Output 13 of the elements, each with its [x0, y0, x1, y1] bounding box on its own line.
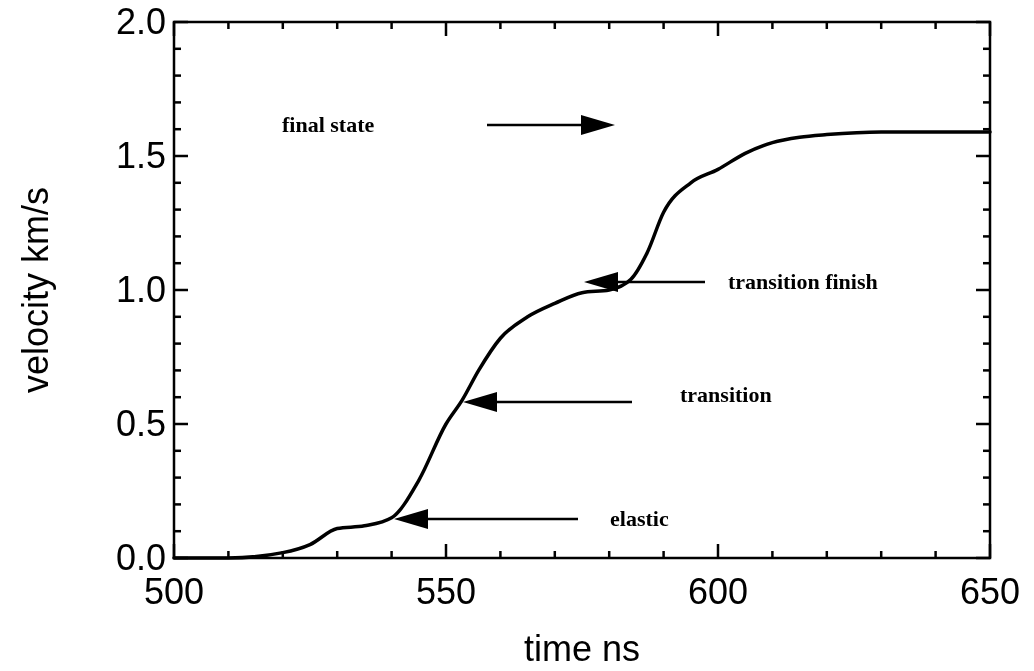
y-tick-label: 2.0 [115, 1, 166, 42]
annotation: final state [282, 112, 375, 137]
y-tick-label: 0.5 [115, 403, 166, 444]
x-tick-label: 600 [687, 571, 749, 612]
x-tick-label: 650 [959, 571, 1021, 612]
y-axis-title: velocity km/s [15, 186, 56, 394]
x-axis-title: time ns [523, 628, 641, 669]
y-tick-label: 1.5 [115, 135, 166, 176]
y-tick-label: 1.0 [115, 269, 166, 310]
x-tick-label: 550 [415, 571, 477, 612]
annotation: elastic [610, 506, 669, 531]
annotation: transition [680, 382, 772, 407]
annotation: transition finish [728, 269, 878, 294]
